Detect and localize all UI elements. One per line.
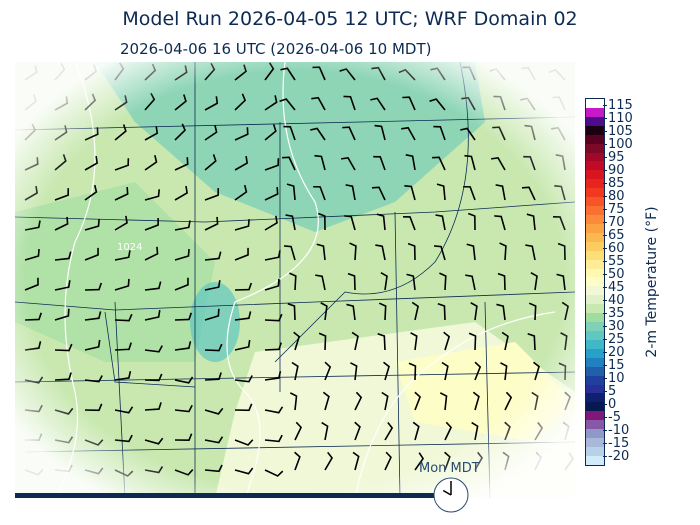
colorbar-segment	[586, 438, 604, 447]
temperature-map: 1024	[15, 62, 575, 498]
colorbar-label: 2-m Temperature (°F)	[644, 206, 660, 358]
colorbar-segment	[586, 99, 604, 108]
colorbar-segment	[586, 116, 604, 126]
colorbar-tick-label: 40	[603, 293, 625, 308]
colorbar-tick-label: 80	[603, 189, 625, 204]
colorbar-segment	[586, 357, 604, 367]
colorbar-tick-label: 15	[603, 358, 625, 373]
colorbar-tick-label: 90	[603, 163, 625, 178]
colorbar-segment	[586, 206, 604, 215]
colorbar-tick-label: 10	[603, 371, 625, 386]
colorbar-segment	[586, 232, 604, 242]
colorbar-tick-label: 25	[603, 332, 625, 347]
colorbar-tick-label: -5	[603, 410, 621, 425]
colorbar-segment	[586, 241, 604, 251]
colorbar-segment	[586, 197, 604, 207]
colorbar-segment	[586, 134, 604, 144]
colorbar-segment	[586, 107, 604, 117]
colorbar-segment	[586, 384, 604, 394]
colorbar-tick-label: 75	[603, 202, 625, 217]
colorbar-segment	[586, 188, 604, 198]
map-bottom-border	[15, 493, 445, 498]
colorbar-tick-label: 5	[602, 384, 617, 399]
colorbar-tick-label: 105	[603, 124, 633, 139]
colorbar-segment	[586, 250, 604, 260]
colorbar-tick-label: -15	[602, 436, 630, 451]
colorbar-segment	[586, 170, 604, 180]
colorbar	[585, 98, 605, 466]
colorbar-tick-label: -10	[602, 423, 630, 438]
colorbar-segment	[586, 348, 604, 358]
colorbar-tick-label: 100	[603, 137, 633, 152]
colorbar-segment	[586, 446, 604, 456]
colorbar-segment	[586, 223, 604, 233]
colorbar-tick-label: 60	[603, 241, 625, 256]
colorbar-tick-label: 55	[603, 254, 625, 269]
colorbar-tick-label: 45	[603, 280, 625, 295]
clock-label: Mon MDT	[419, 461, 480, 476]
colorbar-segment	[586, 339, 604, 349]
colorbar-segment	[586, 420, 604, 430]
clock-icon	[433, 477, 469, 513]
colorbar-tick-label: 85	[603, 176, 625, 191]
colorbar-segment	[586, 179, 604, 189]
valid-time-subtitle: 2026-04-06 16 UTC (2026-04-06 10 MDT)	[120, 40, 432, 58]
colorbar-segment	[586, 402, 604, 412]
colorbar-tick-label: 0	[602, 397, 617, 412]
colorbar-segment	[586, 161, 604, 171]
colorbar-segment	[586, 304, 604, 314]
colorbar-segment	[586, 411, 604, 421]
colorbar-segment	[586, 375, 604, 385]
colorbar-segment	[586, 125, 604, 135]
colorbar-segment	[586, 455, 604, 465]
colorbar-tick-label: 70	[603, 215, 625, 230]
colorbar-tick-label: 50	[603, 267, 625, 282]
colorbar-segment	[586, 277, 604, 287]
colorbar-segment	[586, 313, 604, 323]
colorbar-tick-label: 20	[603, 345, 625, 360]
colorbar-tick-label: 95	[603, 150, 625, 165]
colorbar-segment	[586, 295, 604, 305]
chart-title: Model Run 2026-04-05 12 UTC; WRF Domain …	[122, 8, 578, 30]
colorbar-tick-label: 35	[603, 306, 625, 321]
colorbar-tick-label: 110	[603, 111, 633, 126]
colorbar-segment	[586, 259, 604, 269]
colorbar-segment	[586, 393, 604, 403]
colorbar-segment	[586, 322, 604, 331]
colorbar-segment	[586, 429, 604, 439]
colorbar-tick-label: 65	[603, 228, 625, 243]
colorbar-segment	[586, 286, 604, 296]
colorbar-tick-label: 115	[603, 98, 633, 113]
colorbar-tick-label: -20	[602, 449, 630, 464]
colorbar-segment	[586, 366, 604, 376]
colorbar-segment	[586, 268, 604, 278]
colorbar-tick-label: 30	[603, 319, 625, 334]
colorbar-segment	[586, 152, 604, 162]
colorbar-segment	[586, 143, 604, 153]
colorbar-segment	[586, 214, 604, 224]
colorbar-segment	[586, 330, 604, 340]
